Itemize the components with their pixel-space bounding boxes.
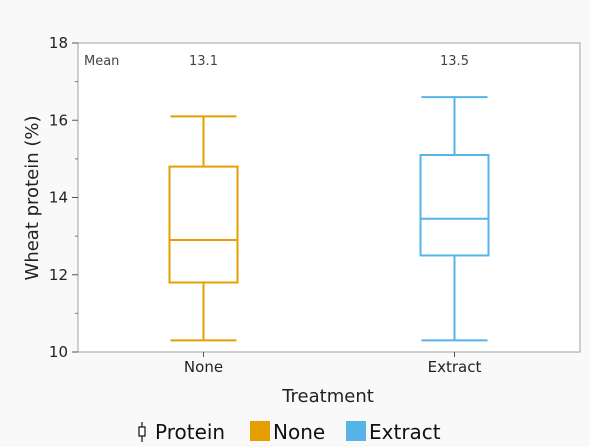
y-axis: 10 12 14 16 18 [49, 34, 78, 361]
legend-extract-swatch [346, 421, 366, 441]
legend-protein-label: Protein [155, 420, 225, 444]
y-tick-label: 12 [49, 266, 68, 284]
y-axis-title: Wheat protein (%) [22, 116, 43, 281]
box-extract [419, 96, 490, 342]
x-tick-label-extract: Extract [428, 358, 482, 376]
legend-none-label: None [273, 420, 325, 444]
legend-extract-label: Extract [369, 420, 441, 444]
y-tick-label: 18 [49, 34, 68, 52]
plot-frame [77, 42, 581, 353]
mean-value-extract: 13.5 [440, 54, 469, 69]
x-tick-label-none: None [184, 358, 223, 376]
box-none [168, 115, 239, 342]
legend: Protein None Extract [138, 420, 441, 444]
y-tick-label: 14 [49, 189, 68, 207]
y-tick-label: 16 [49, 111, 68, 129]
y-tick-label: 10 [49, 343, 68, 361]
mean-value-none: 13.1 [189, 54, 218, 69]
iqr-box [419, 154, 490, 257]
x-axis: None Extract [184, 352, 482, 376]
mean-header-label: Mean [84, 54, 119, 69]
boxes: 13.1 13.5 [168, 54, 490, 342]
x-axis-title: Treatment [281, 386, 374, 407]
legend-none-swatch [250, 421, 270, 441]
iqr-box [168, 165, 239, 284]
box-symbol-icon [138, 422, 146, 442]
